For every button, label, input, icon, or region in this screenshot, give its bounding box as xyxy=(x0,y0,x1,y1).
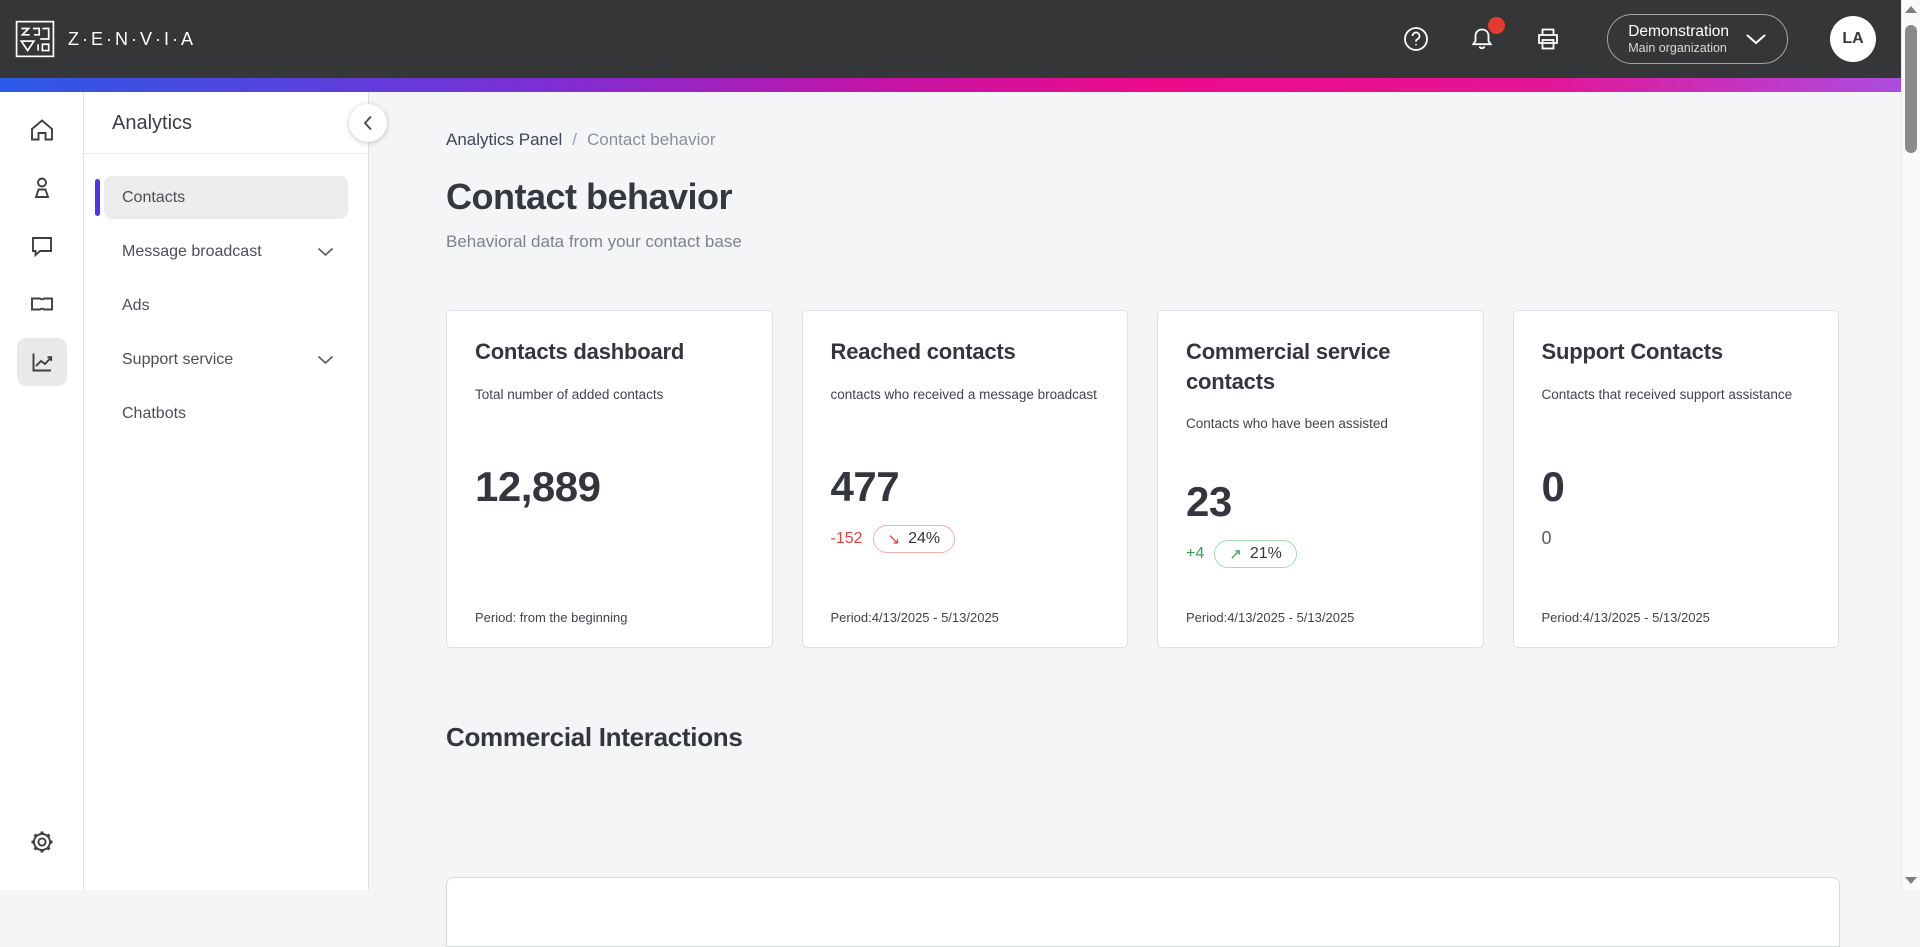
brand-wordmark: Z·E·N·V·I·A xyxy=(68,28,196,49)
sidebar-item-label: Support service xyxy=(122,350,234,368)
breadcrumb-analytics-panel[interactable]: Analytics Panel xyxy=(446,130,563,149)
home-icon xyxy=(28,116,56,144)
card-value: 23 xyxy=(1186,477,1232,525)
card-description: Contacts who have been assisted xyxy=(1186,416,1388,432)
trend-down-icon: ↘ xyxy=(887,530,901,548)
brand-gradient-bar xyxy=(0,78,1920,92)
card-delta-row: -152 ↘ 24% xyxy=(831,523,1100,555)
card-commercial-service-contacts: Commercial service contacts Contacts who… xyxy=(1157,310,1484,648)
sidebar-title: Analytics xyxy=(112,112,193,134)
page-scrollbar[interactable] xyxy=(1901,0,1920,890)
rail-item-conversations[interactable] xyxy=(17,222,67,270)
kpi-cards-row: Contacts dashboard Total number of added… xyxy=(446,310,1839,648)
sidebar-item-label: Contacts xyxy=(122,188,186,206)
card-title: Support Contacts xyxy=(1541,339,1724,364)
ticket-icon xyxy=(28,290,56,318)
card-reached-contacts: Reached contacts contacts who received a… xyxy=(801,310,1128,648)
card-title: Contacts dashboard xyxy=(475,339,685,364)
sidebar-collapse-button[interactable] xyxy=(349,104,387,142)
user-avatar[interactable]: LA xyxy=(1830,16,1876,62)
notification-badge-dot xyxy=(1488,17,1506,34)
card-contacts-dashboard: Contacts dashboard Total number of added… xyxy=(446,310,773,648)
section-title-commercial-interactions: Commercial Interactions xyxy=(446,722,743,752)
card-period: Period: from the beginning xyxy=(475,610,628,625)
zenvia-logo-icon xyxy=(14,19,56,59)
organization-sub-label: Main organization xyxy=(1628,40,1727,55)
page-title: Contact behavior xyxy=(446,176,733,217)
rail-item-campaigns[interactable] xyxy=(17,280,67,328)
chevron-down-icon xyxy=(1745,33,1767,45)
notifications-bell-icon[interactable] xyxy=(1467,17,1506,54)
card-period: Period:4/13/2025 - 5/13/2025 xyxy=(830,610,999,625)
delta-value: +4 xyxy=(1186,544,1205,562)
person-icon xyxy=(28,174,56,202)
commercial-interactions-card xyxy=(446,877,1840,947)
topbar: Z·E·N·V·I·A Demonstra xyxy=(0,0,1920,78)
card-description: Total number of added contacts xyxy=(475,386,664,402)
chevron-left-icon xyxy=(363,115,373,131)
rail-item-contacts[interactable] xyxy=(17,164,67,212)
page-subtitle: Behavioral data from your contact base xyxy=(446,232,742,251)
card-description: contacts who received a message broadcas… xyxy=(830,386,1097,402)
scrollbar-down-arrow-icon[interactable] xyxy=(1905,877,1917,884)
card-description: Contacts that received support assistanc… xyxy=(1541,386,1793,402)
trend-badge: ↘ 24% xyxy=(872,524,956,553)
help-icon[interactable] xyxy=(1401,24,1431,54)
trend-percent: 24% xyxy=(908,529,941,547)
delta-value: -152 xyxy=(830,529,863,547)
chevron-down-icon xyxy=(317,355,334,365)
sidebar-item-ads[interactable]: Ads xyxy=(104,284,348,327)
card-support-contacts: Support Contacts Contacts that received … xyxy=(1512,310,1839,648)
rail-item-analytics[interactable] xyxy=(16,338,67,386)
sidebar-item-label: Message broadcast xyxy=(122,242,262,260)
sidebar-divider xyxy=(84,153,368,154)
chevron-down-icon xyxy=(317,247,334,257)
printer-icon[interactable] xyxy=(1533,24,1563,54)
card-value: 12,889 xyxy=(475,462,601,510)
card-period: Period:4/13/2025 - 5/13/2025 xyxy=(1186,610,1355,625)
trend-percent: 21% xyxy=(1249,544,1282,562)
card-value: 477 xyxy=(830,462,900,510)
sidebar-item-label: Ads xyxy=(122,296,150,314)
card-period: Period:4/13/2025 - 5/13/2025 xyxy=(1541,610,1710,625)
card-title: Reached contacts xyxy=(830,339,1016,364)
card-delta-row xyxy=(475,523,744,555)
sidebar-item-label: Chatbots xyxy=(122,404,187,422)
line-chart-icon xyxy=(28,348,56,376)
sidebar-item-contacts[interactable]: Contacts xyxy=(95,176,348,219)
sidebar-item-support-service[interactable]: Support service xyxy=(104,338,348,381)
trend-up-icon: ↗ xyxy=(1229,545,1242,563)
card-delta-row: 0 xyxy=(1542,523,1811,555)
scrollbar-thumb[interactable] xyxy=(1905,25,1917,153)
zenvia-brand[interactable]: Z·E·N·V·I·A xyxy=(14,19,196,59)
icon-rail xyxy=(0,92,84,890)
rail-item-home[interactable] xyxy=(17,106,67,154)
card-value: 0 xyxy=(1541,462,1565,510)
avatar-initials: LA xyxy=(1842,30,1864,47)
breadcrumb-separator: / xyxy=(572,130,577,149)
scrollbar-up-arrow-icon[interactable] xyxy=(1905,6,1917,13)
card-delta-row: +4 ↗ 21% xyxy=(1186,538,1455,570)
card-title: Commercial service contacts xyxy=(1186,339,1391,394)
organization-name: Demonstration xyxy=(1628,22,1729,40)
rail-item-settings[interactable] xyxy=(17,818,67,866)
gear-icon xyxy=(28,828,56,856)
chat-bubble-icon xyxy=(28,232,56,260)
main-content: Analytics Panel / Contact behavior Conta… xyxy=(369,92,1920,947)
trend-badge: ↗ 21% xyxy=(1214,539,1297,568)
analytics-sidebar: Analytics Contacts Message broadcast Ads… xyxy=(84,92,387,890)
breadcrumb: Analytics Panel / Contact behavior xyxy=(446,130,1839,150)
breadcrumb-current: Contact behavior xyxy=(586,130,716,149)
delta-value: 0 xyxy=(1541,528,1552,549)
organization-switcher[interactable]: Demonstration Main organization xyxy=(1607,14,1788,64)
sidebar-item-chatbots[interactable]: Chatbots xyxy=(104,392,348,435)
sidebar-item-message-broadcast[interactable]: Message broadcast xyxy=(104,230,348,273)
